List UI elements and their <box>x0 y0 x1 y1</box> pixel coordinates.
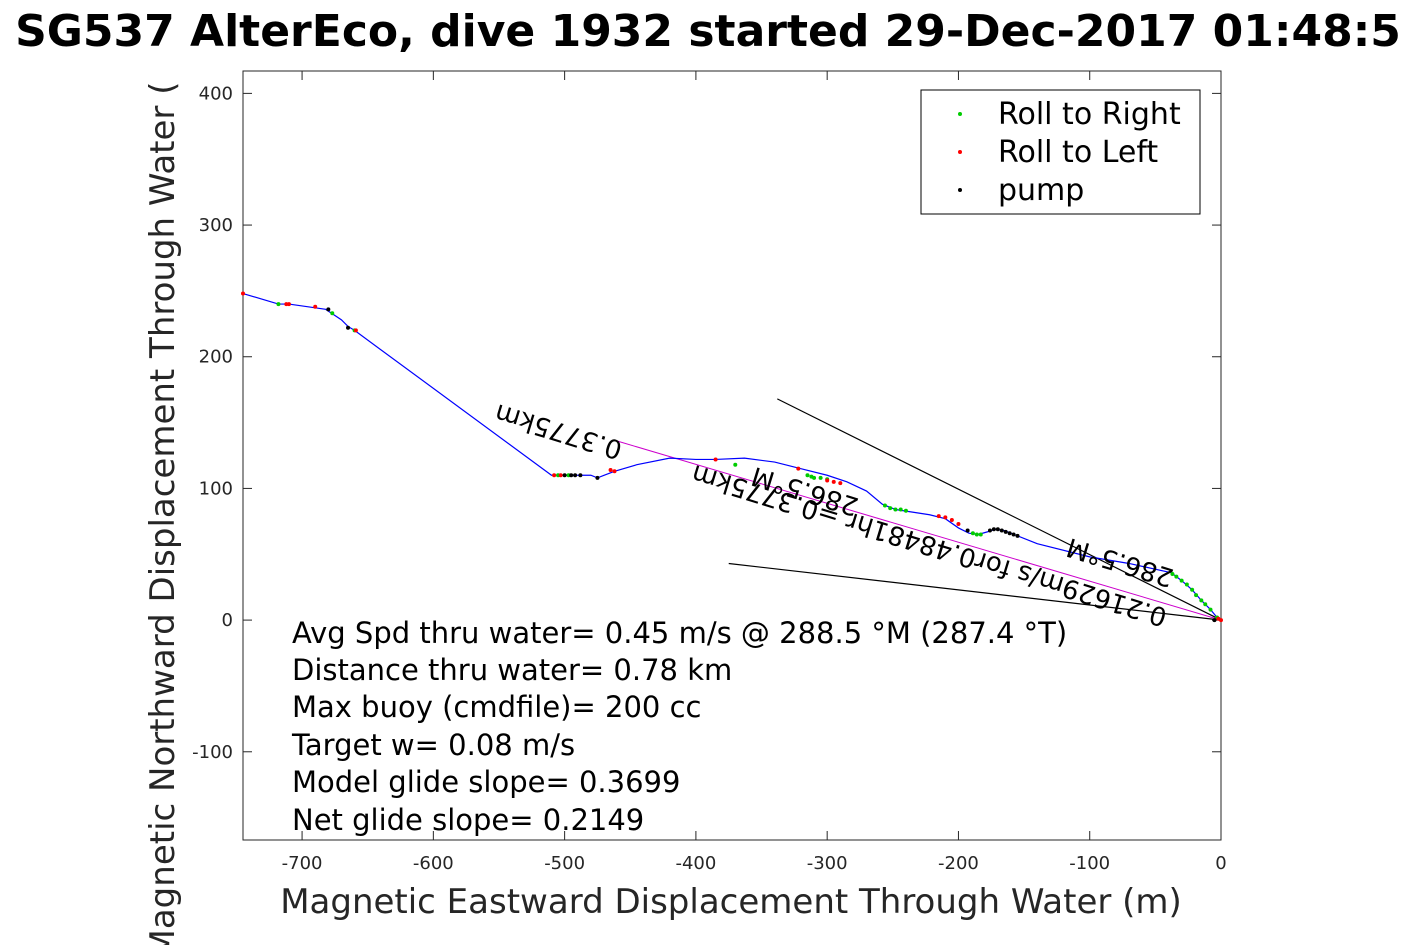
legend-marker-roll-right <box>958 112 962 116</box>
legend-label-roll-left: Roll to Left <box>998 135 1158 170</box>
marker-roll-to-right <box>733 462 738 467</box>
heading-line <box>616 440 1222 621</box>
marker-pump <box>326 307 331 312</box>
y-tick-label: 300 <box>199 215 233 236</box>
x-tick-label: -200 <box>938 853 979 874</box>
legend-box <box>920 89 1201 215</box>
marker-roll-to-left <box>713 457 718 462</box>
marker-roll-to-left <box>956 521 961 526</box>
stats-distance: Distance thru water= 0.78 km <box>292 653 732 687</box>
marker-roll-to-right <box>1203 602 1208 607</box>
marker-roll-to-right <box>1179 578 1184 583</box>
reference-lines <box>616 398 1222 621</box>
marker-pump <box>562 473 567 478</box>
marker-pump <box>1212 618 1217 623</box>
marker-roll-to-left <box>241 291 245 296</box>
marker-roll-to-right <box>888 506 893 511</box>
marker-roll-to-left <box>313 304 318 309</box>
x-tick-label: -300 <box>807 853 848 874</box>
reference-line <box>777 398 1222 621</box>
y-tick-label: 400 <box>199 83 233 104</box>
marker-layer <box>241 291 1223 623</box>
marker-roll-to-right <box>1208 607 1213 612</box>
marker-roll-to-right <box>330 311 335 316</box>
marker-roll-to-left <box>284 302 289 307</box>
marker-roll-to-left <box>943 515 948 520</box>
marker-pump <box>346 325 351 330</box>
marker-roll-to-left <box>831 479 836 484</box>
stats-target-w: Target w= 0.08 m/s <box>291 728 575 762</box>
marker-roll-to-left <box>1216 616 1221 621</box>
marker-roll-to-right <box>903 508 908 513</box>
marker-roll-to-left <box>612 469 617 474</box>
x-tick-label: -600 <box>413 853 454 874</box>
marker-pump <box>595 475 600 480</box>
marker-roll-to-right <box>978 532 983 537</box>
x-tick-label: -100 <box>1069 853 1110 874</box>
marker-pump <box>1011 532 1016 537</box>
marker-pump <box>578 473 583 478</box>
chart-title: SG537 AlterEco, dive 1932 started 29-Dec… <box>15 6 1401 57</box>
marker-roll-to-left <box>825 478 830 483</box>
marker-roll-to-left <box>552 473 557 478</box>
y-axis-ticks: -100 0 100 200 300 400 <box>192 83 1221 763</box>
marker-roll-to-left <box>949 518 954 523</box>
stats-net-glide: Net glide slope= 0.2149 <box>292 803 644 837</box>
marker-roll-to-left <box>558 473 563 478</box>
marker-roll-to-right <box>276 302 281 307</box>
marker-pump <box>569 473 574 478</box>
legend-marker-pump <box>958 188 962 192</box>
x-axis-label: Magnetic Eastward Displacement Through W… <box>280 882 1182 922</box>
x-tick-label: -700 <box>282 853 323 874</box>
y-axis-label: Magnetic Northward Displacement Through … <box>143 82 183 945</box>
marker-pump <box>991 527 996 532</box>
marker-pump <box>995 527 1000 532</box>
y-tick-label: 200 <box>199 347 233 368</box>
y-tick-label: -100 <box>192 742 233 763</box>
marker-roll-to-right <box>1194 593 1199 598</box>
marker-roll-to-left <box>936 514 941 519</box>
marker-roll-to-right <box>898 507 903 512</box>
stats-avg-speed: Avg Spd thru water= 0.45 m/s @ 288.5 °M … <box>292 616 1067 650</box>
marker-pump <box>1003 529 1008 534</box>
marker-roll-to-right <box>1174 574 1179 579</box>
marker-roll-to-right <box>1190 587 1195 592</box>
marker-pump <box>987 528 992 533</box>
x-tick-label: 0 <box>1215 853 1226 874</box>
marker-pump <box>573 473 578 478</box>
marker-pump <box>1007 531 1012 536</box>
marker-roll-to-right <box>809 474 814 479</box>
marker-roll-to-right <box>818 475 823 480</box>
stats-model-glide: Model glide slope= 0.3699 <box>292 765 680 799</box>
marker-roll-to-left <box>796 466 801 471</box>
reference-line <box>728 562 1222 621</box>
marker-roll-to-right <box>882 503 887 508</box>
marker-roll-to-right <box>1170 572 1175 577</box>
legend-marker-roll-left <box>958 150 962 154</box>
marker-roll-to-left <box>838 481 843 486</box>
legend-label-roll-right: Roll to Right <box>998 97 1181 132</box>
marker-roll-to-right <box>1199 598 1204 603</box>
marker-roll-to-right <box>893 507 898 512</box>
stats-max-buoy: Max buoy (cmdfile)= 200 cc <box>292 690 701 724</box>
x-tick-label: -400 <box>675 853 716 874</box>
stats-block: Avg Spd thru water= 0.45 m/s @ 288.5 °M … <box>291 616 1067 837</box>
marker-roll-to-left <box>353 328 358 333</box>
marker-pump <box>965 528 970 533</box>
legend: Roll to Right Roll to Left pump <box>920 89 1201 215</box>
y-tick-label: 0 <box>222 610 233 631</box>
marker-pump <box>1015 533 1020 538</box>
legend-label-pump: pump <box>998 173 1084 208</box>
marker-pump <box>999 528 1004 533</box>
marker-roll-to-left <box>608 467 613 472</box>
y-tick-label: 100 <box>199 478 233 499</box>
marker-roll-to-right <box>974 532 979 537</box>
x-tick-label: -500 <box>544 853 585 874</box>
marker-roll-to-right <box>970 531 975 536</box>
marker-roll-to-right <box>805 473 810 478</box>
marker-roll-to-right <box>1184 582 1189 587</box>
x-axis-ticks: -700 -600 -500 -400 -300 -200 -100 0 <box>282 71 1227 874</box>
